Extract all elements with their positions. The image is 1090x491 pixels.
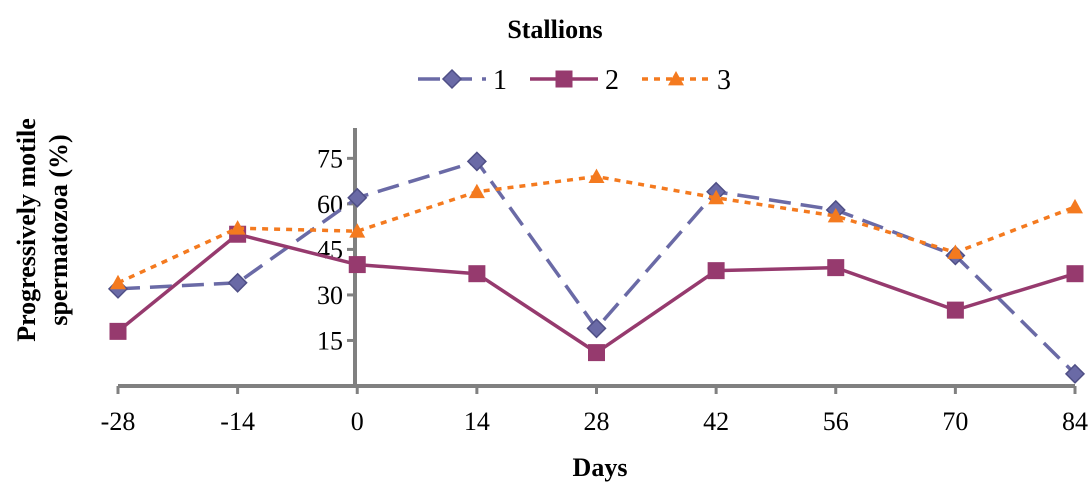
x-tick-label: 0 <box>351 407 364 436</box>
chart-title: Stallions <box>507 15 602 44</box>
series-3-point <box>588 168 605 183</box>
series-3-point <box>229 220 246 235</box>
x-tick-label: 84 <box>1062 407 1088 436</box>
x-tick-label: 56 <box>823 407 849 436</box>
series-3-point <box>349 223 366 238</box>
series-2-point <box>946 301 964 319</box>
series-1-point <box>586 318 607 339</box>
series-3-point <box>708 189 725 205</box>
series-2-point <box>588 344 605 362</box>
series-1-point <box>1064 363 1086 384</box>
series-1-point <box>466 151 487 172</box>
legend: 1 2 3 <box>418 65 731 96</box>
legend-swatch-marker <box>555 70 573 88</box>
x-tick-label: -14 <box>220 407 255 436</box>
series-2-point <box>109 322 127 340</box>
series-3-point <box>827 208 844 223</box>
series-3 <box>110 168 1083 290</box>
x-tick-label: 42 <box>703 407 729 436</box>
y-axis-title-line-1: Progressively motile <box>12 118 41 342</box>
x-axis-title: Days <box>573 453 628 482</box>
series-2-point <box>707 262 725 280</box>
legend-item-2: 2 <box>530 65 619 96</box>
legend-label: 1 <box>493 65 507 96</box>
series-1-point <box>347 187 368 208</box>
x-tick-label: 28 <box>584 407 610 436</box>
legend-label: 3 <box>717 65 731 96</box>
legend-item-1: 1 <box>418 65 507 96</box>
legend-label: 2 <box>605 65 619 96</box>
series-3-point <box>468 183 485 199</box>
legend-swatch-marker <box>668 71 684 86</box>
series-2 <box>109 225 1084 362</box>
series-1-point <box>227 272 248 293</box>
series-layer <box>107 151 1086 384</box>
series-3-point <box>947 244 964 259</box>
series-1-line <box>117 159 1077 376</box>
y-axis-title: Progressively motile spermatozoa (%) <box>12 118 73 342</box>
y-tick-label: 60 <box>317 190 343 219</box>
series-2-point <box>1066 265 1084 283</box>
y-tick-label: 15 <box>317 326 343 355</box>
x-tick-label: -28 <box>101 407 136 436</box>
series-2-point <box>468 265 486 283</box>
y-axis-title-line-2: spermatozoa (%) <box>44 134 73 325</box>
legend-item-3: 3 <box>642 65 731 96</box>
series-3-point <box>110 274 126 290</box>
series-3-point <box>1067 198 1083 214</box>
x-tick-label: 14 <box>464 407 490 436</box>
series-2-point <box>348 256 366 274</box>
series-2-point <box>827 259 845 277</box>
legend-swatch-marker <box>441 68 463 90</box>
y-tick-label: 75 <box>317 144 343 173</box>
x-tick-label: 70 <box>942 407 968 436</box>
y-tick-label: 30 <box>317 281 343 310</box>
